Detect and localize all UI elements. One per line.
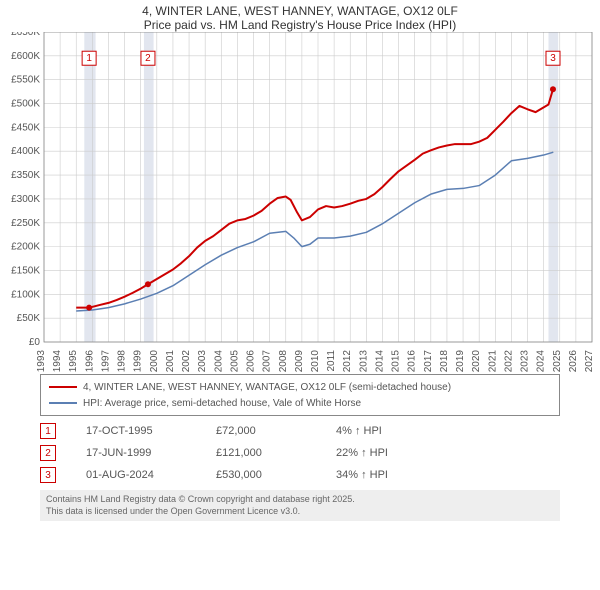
sale-point-marker: 2 bbox=[40, 445, 56, 461]
legend: 4, WINTER LANE, WEST HANNEY, WANTAGE, OX… bbox=[40, 374, 560, 416]
svg-text:2000: 2000 bbox=[149, 350, 160, 372]
legend-item: HPI: Average price, semi-detached house,… bbox=[49, 395, 551, 411]
svg-text:£550K: £550K bbox=[11, 75, 40, 86]
sale-point-date: 17-OCT-1995 bbox=[86, 425, 186, 437]
price-chart: £0 £50K £100K £150K £200K £250K £300K £350K £400… bbox=[0, 32, 600, 372]
svg-text:2012: 2012 bbox=[342, 350, 353, 372]
svg-text:£600K: £600K bbox=[11, 51, 40, 62]
svg-text:1998: 1998 bbox=[117, 350, 128, 372]
svg-text:2009: 2009 bbox=[294, 350, 305, 372]
svg-text:2011: 2011 bbox=[326, 350, 337, 372]
svg-text:2027: 2027 bbox=[584, 350, 595, 372]
svg-text:2021: 2021 bbox=[487, 350, 498, 372]
legend-item: 4, WINTER LANE, WEST HANNEY, WANTAGE, OX… bbox=[49, 379, 551, 395]
title-line-2: Price paid vs. HM Land Registry's House … bbox=[0, 18, 600, 32]
svg-text:2010: 2010 bbox=[310, 350, 321, 372]
svg-text:2006: 2006 bbox=[246, 350, 257, 372]
svg-text:2002: 2002 bbox=[181, 350, 192, 372]
svg-text:2007: 2007 bbox=[262, 350, 273, 372]
title-line-1: 4, WINTER LANE, WEST HANNEY, WANTAGE, OX… bbox=[0, 4, 600, 18]
svg-text:£300K: £300K bbox=[11, 194, 40, 205]
svg-text:£200K: £200K bbox=[11, 242, 40, 253]
legend-label: 4, WINTER LANE, WEST HANNEY, WANTAGE, OX… bbox=[83, 382, 451, 393]
svg-text:1995: 1995 bbox=[68, 350, 79, 372]
svg-text:2018: 2018 bbox=[439, 350, 450, 372]
svg-text:£0: £0 bbox=[29, 337, 41, 348]
svg-text:2005: 2005 bbox=[229, 350, 240, 372]
svg-text:2013: 2013 bbox=[358, 350, 369, 372]
svg-text:2003: 2003 bbox=[197, 350, 208, 372]
attribution-line-2: This data is licensed under the Open Gov… bbox=[46, 506, 554, 518]
svg-text:2014: 2014 bbox=[374, 350, 385, 372]
svg-text:2: 2 bbox=[145, 53, 151, 64]
sale-point-date: 17-JUN-1999 bbox=[86, 447, 186, 459]
attribution-line-1: Contains HM Land Registry data © Crown c… bbox=[46, 494, 554, 506]
svg-text:2023: 2023 bbox=[520, 350, 531, 372]
svg-text:2025: 2025 bbox=[552, 350, 563, 372]
sale-point-row: 3 01-AUG-2024 £530,000 34% ↑ HPI bbox=[40, 464, 560, 486]
sale-point-price: £530,000 bbox=[216, 469, 306, 481]
svg-text:£400K: £400K bbox=[11, 146, 40, 157]
sale-point-price: £72,000 bbox=[216, 425, 306, 437]
svg-text:1994: 1994 bbox=[52, 350, 63, 372]
svg-text:£250K: £250K bbox=[11, 218, 40, 229]
svg-text:2016: 2016 bbox=[407, 350, 418, 372]
legend-swatch bbox=[49, 402, 77, 404]
attribution: Contains HM Land Registry data © Crown c… bbox=[40, 490, 560, 521]
sale-point-row: 1 17-OCT-1995 £72,000 4% ↑ HPI bbox=[40, 420, 560, 442]
sale-point-diff: 22% ↑ HPI bbox=[336, 447, 426, 459]
sale-point-row: 2 17-JUN-1999 £121,000 22% ↑ HPI bbox=[40, 442, 560, 464]
svg-text:1993: 1993 bbox=[36, 350, 47, 372]
svg-text:2017: 2017 bbox=[423, 350, 434, 372]
sale-point-marker: 3 bbox=[40, 467, 56, 483]
svg-text:£100K: £100K bbox=[11, 289, 40, 300]
sale-point-date: 01-AUG-2024 bbox=[86, 469, 186, 481]
svg-text:2015: 2015 bbox=[391, 350, 402, 372]
svg-text:1997: 1997 bbox=[100, 350, 111, 372]
svg-text:£150K: £150K bbox=[11, 265, 40, 276]
svg-text:2019: 2019 bbox=[455, 350, 466, 372]
svg-text:2004: 2004 bbox=[213, 350, 224, 372]
legend-swatch bbox=[49, 386, 77, 388]
svg-text:£650K: £650K bbox=[11, 32, 40, 38]
svg-text:2022: 2022 bbox=[503, 350, 514, 372]
svg-text:2024: 2024 bbox=[536, 350, 547, 372]
svg-text:£450K: £450K bbox=[11, 122, 40, 133]
svg-text:£350K: £350K bbox=[11, 170, 40, 181]
chart-titles: 4, WINTER LANE, WEST HANNEY, WANTAGE, OX… bbox=[0, 0, 600, 32]
svg-text:2020: 2020 bbox=[471, 350, 482, 372]
sale-point-diff: 4% ↑ HPI bbox=[336, 425, 426, 437]
svg-text:1: 1 bbox=[86, 53, 92, 64]
svg-text:2001: 2001 bbox=[165, 350, 176, 372]
legend-label: HPI: Average price, semi-detached house,… bbox=[83, 398, 361, 409]
svg-text:3: 3 bbox=[550, 53, 556, 64]
svg-text:1996: 1996 bbox=[84, 350, 95, 372]
sale-point-diff: 34% ↑ HPI bbox=[336, 469, 426, 481]
sale-points-table: 1 17-OCT-1995 £72,000 4% ↑ HPI 2 17-JUN-1999 £… bbox=[40, 420, 560, 486]
sale-point-price: £121,000 bbox=[216, 447, 306, 459]
sale-point-marker: 1 bbox=[40, 423, 56, 439]
svg-text:2008: 2008 bbox=[278, 350, 289, 372]
svg-text:£50K: £50K bbox=[17, 313, 41, 324]
svg-text:2026: 2026 bbox=[568, 350, 579, 372]
svg-text:£500K: £500K bbox=[11, 99, 40, 110]
svg-text:1999: 1999 bbox=[133, 350, 144, 372]
